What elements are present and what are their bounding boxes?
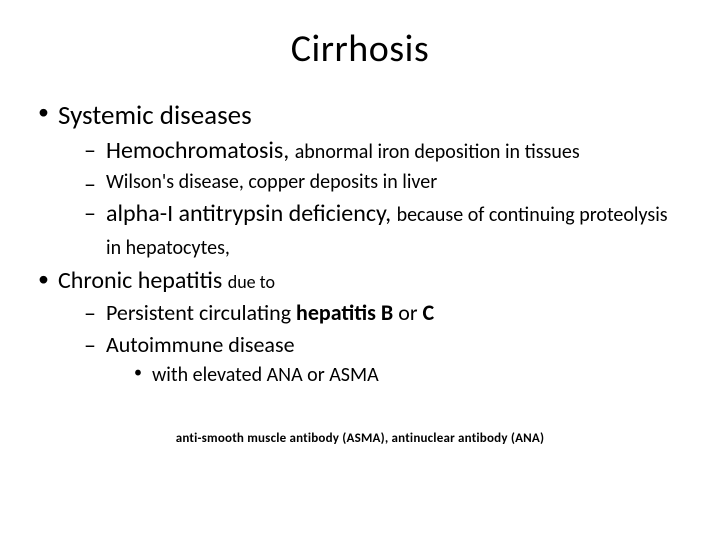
bullet-chronic-hepatitis: Chronic hepatitis due to Persistent circ… bbox=[36, 265, 684, 389]
text-autoimmune: Autoimmune disease bbox=[106, 331, 295, 358]
sublist-chronic: Persistent circulating hepatitis B or C … bbox=[58, 298, 684, 388]
footnote: anti-smooth muscle antibody (ASMA), anti… bbox=[36, 431, 684, 446]
text-systemic-diseases: Systemic diseases bbox=[58, 99, 252, 132]
text-chronic-lead: Chronic hepatitis bbox=[58, 266, 228, 295]
bullet-alpha1: alpha-I antitrypsin deficiency, because … bbox=[84, 198, 684, 263]
text-hemo-lead: Hemochromatosis, bbox=[106, 136, 295, 165]
text-wilsons: Wilson's disease, copper deposits in liv… bbox=[106, 170, 437, 194]
bullet-ana-asma: with elevated ANA or ASMA bbox=[132, 362, 684, 389]
bullet-hemochromatosis: Hemochromatosis, abnormal iron depositio… bbox=[84, 135, 684, 167]
text-ana-asma: with elevated ANA or ASMA bbox=[152, 363, 379, 387]
bullet-wilsons: Wilson's disease, copper deposits in liv… bbox=[84, 169, 684, 196]
slide-title: Cirrhosis bbox=[36, 26, 684, 72]
text-alpha-lead: alpha-I antitrypsin deficiency, bbox=[106, 199, 397, 228]
bullet-systemic-diseases: Systemic diseases Hemochromatosis, abnor… bbox=[36, 98, 684, 263]
slide: Cirrhosis Systemic diseases Hemochromato… bbox=[0, 0, 720, 540]
text-chronic-tail: due to bbox=[228, 271, 275, 293]
text-persist-mid: or bbox=[398, 299, 422, 326]
bullet-autoimmune: Autoimmune disease with elevated ANA or … bbox=[84, 330, 684, 389]
text-persist-b2: C bbox=[422, 299, 434, 326]
text-persist-b1: hepatitis B bbox=[296, 299, 398, 326]
text-persist-pre: Persistent circulating bbox=[106, 299, 296, 326]
bullet-persistent-hep: Persistent circulating hepatitis B or C bbox=[84, 298, 684, 328]
sublist-autoimmune: with elevated ANA or ASMA bbox=[106, 362, 684, 389]
text-alpha-mid: because of bbox=[397, 203, 489, 227]
sublist-systemic: Hemochromatosis, abnormal iron depositio… bbox=[58, 135, 684, 263]
bullet-list: Systemic diseases Hemochromatosis, abnor… bbox=[36, 98, 684, 389]
text-hemo-tail: abnormal iron deposition in tissues bbox=[295, 140, 580, 164]
